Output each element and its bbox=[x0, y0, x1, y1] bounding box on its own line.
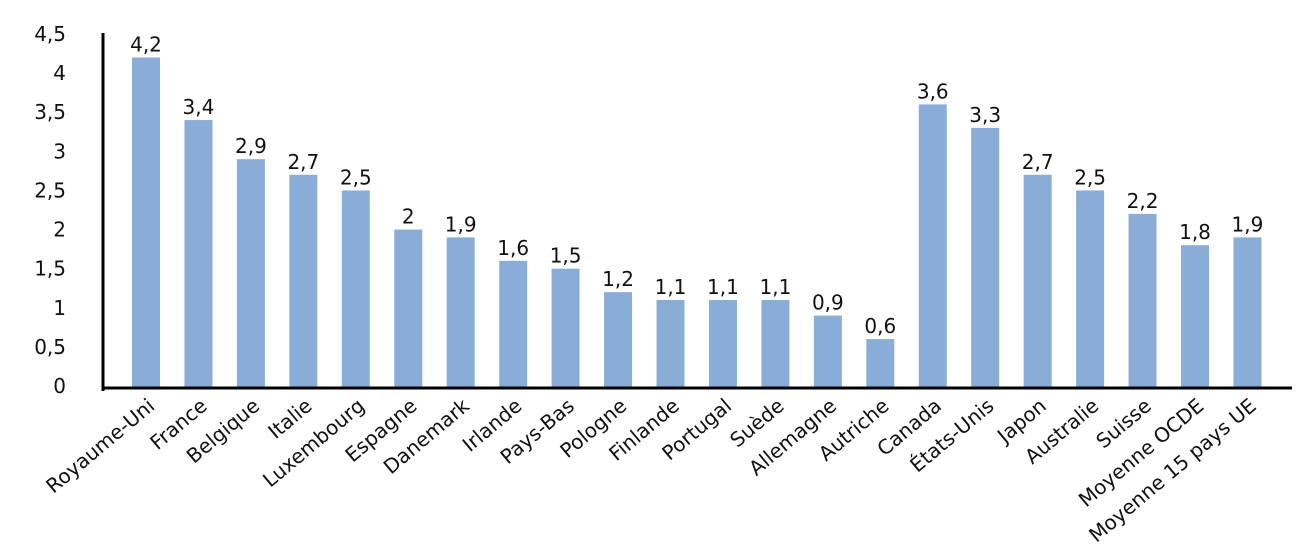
bar bbox=[184, 120, 213, 388]
data-label: 1,6 bbox=[497, 236, 529, 260]
y-tick-label: 4,5 bbox=[34, 22, 66, 46]
x-category-label: Royaume-Uni bbox=[41, 393, 159, 497]
bar bbox=[289, 174, 318, 387]
y-tick-label: 2,5 bbox=[34, 178, 66, 202]
data-label: 1,9 bbox=[445, 212, 477, 236]
bar bbox=[971, 127, 1000, 387]
data-label: 3,6 bbox=[917, 79, 949, 103]
bar bbox=[708, 299, 737, 387]
data-label: 1,2 bbox=[602, 267, 634, 291]
data-label: 2,2 bbox=[1127, 189, 1159, 213]
bar bbox=[341, 190, 370, 387]
bar bbox=[499, 260, 528, 387]
y-tick-label: 3 bbox=[53, 139, 66, 163]
bar bbox=[1128, 213, 1157, 387]
bar bbox=[446, 237, 475, 387]
data-label: 1,8 bbox=[1179, 220, 1211, 244]
data-label: 2,5 bbox=[1074, 165, 1106, 189]
y-axis-ticks: 0 0,5 1 1,5 2 2,5 3 3,5 4 4,5 bbox=[34, 22, 66, 398]
data-label: 1,1 bbox=[707, 275, 739, 299]
data-label: 3,3 bbox=[969, 103, 1001, 127]
bar bbox=[656, 299, 685, 387]
data-labels: 4,2 3,4 2,9 2,7 2,5 2 1,9 1,6 1,5 1,2 1,1 1,1 1,1 0,9… bbox=[130, 32, 1263, 338]
data-label: 3,4 bbox=[183, 95, 215, 119]
y-tick-label: 1,5 bbox=[34, 257, 66, 281]
data-label: 1,9 bbox=[1232, 212, 1264, 236]
y-tick-label: 0 bbox=[53, 374, 66, 398]
data-label: 2,7 bbox=[287, 150, 319, 174]
data-label: 2,5 bbox=[340, 165, 372, 189]
data-label: 1,1 bbox=[759, 275, 791, 299]
bar bbox=[1076, 190, 1105, 387]
y-tick-label: 0,5 bbox=[34, 335, 66, 359]
bar bbox=[866, 339, 895, 387]
bar bbox=[132, 57, 160, 387]
data-label: 2 bbox=[402, 205, 415, 229]
y-tick-label: 3,5 bbox=[34, 100, 66, 124]
data-label: 4,2 bbox=[130, 32, 162, 56]
data-label: 0,6 bbox=[864, 314, 896, 338]
data-label: 2,9 bbox=[235, 134, 267, 158]
bars bbox=[132, 57, 1262, 388]
bar bbox=[604, 292, 633, 387]
bar bbox=[551, 268, 580, 387]
bar bbox=[813, 315, 842, 387]
data-label: 0,9 bbox=[812, 291, 844, 315]
bar bbox=[236, 159, 265, 387]
bar bbox=[1023, 174, 1052, 387]
bar bbox=[761, 299, 790, 387]
data-label: 2,7 bbox=[1022, 150, 1054, 174]
bar bbox=[1181, 245, 1209, 387]
y-tick-label: 1 bbox=[53, 296, 66, 320]
bar bbox=[918, 104, 947, 388]
data-label: 1,5 bbox=[550, 244, 582, 268]
bar bbox=[1233, 237, 1262, 387]
data-label: 1,1 bbox=[655, 275, 687, 299]
bar bbox=[394, 229, 423, 387]
y-tick-label: 4 bbox=[53, 61, 66, 85]
y-tick-label: 2 bbox=[53, 218, 66, 242]
